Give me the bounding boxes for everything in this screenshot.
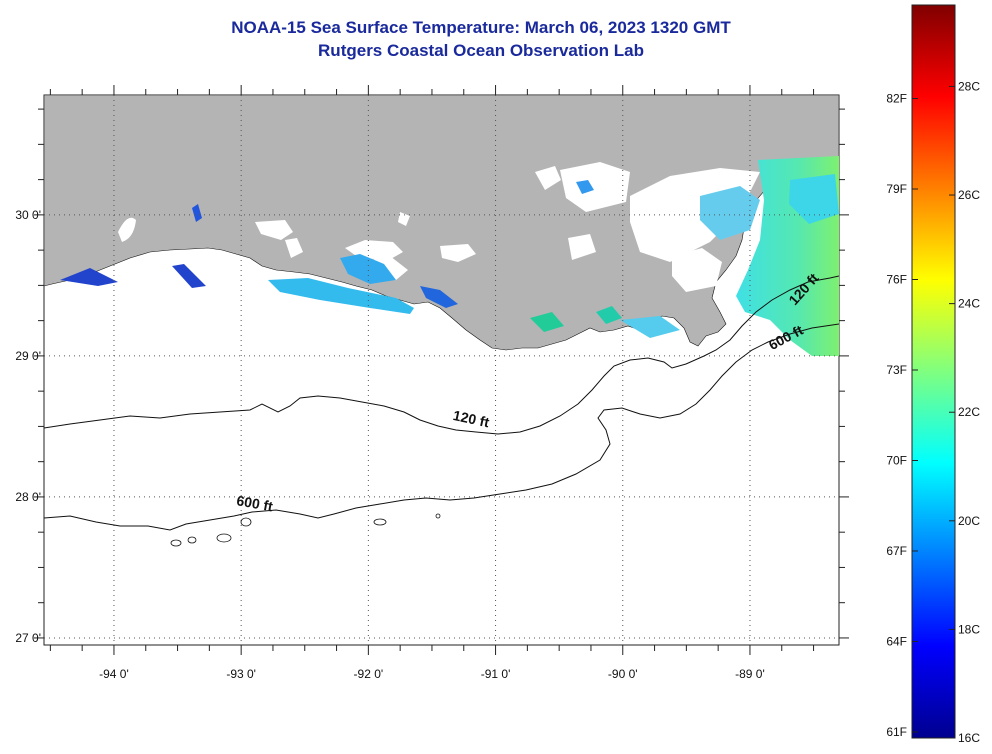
title-line-1: NOAA-15 Sea Surface Temperature: March 0… bbox=[231, 18, 731, 37]
cb-f-label-2: 67F bbox=[886, 544, 907, 558]
land-mass bbox=[44, 95, 839, 351]
contour-label-1: 600 ft bbox=[235, 492, 274, 514]
isobath-120ft bbox=[44, 275, 839, 435]
isobath-600ft bbox=[44, 323, 839, 531]
lon-label-1: -93 0' bbox=[226, 667, 256, 681]
lat-label-0: 30 0' bbox=[15, 208, 41, 222]
cb-c-label-4: 24C bbox=[958, 297, 980, 311]
title-line-2: Rutgers Coastal Ocean Observation Lab bbox=[318, 41, 644, 60]
colorbar-labels: 16C 18C 20C 22C 24C 26C 28C 61F 64F 67F 70F 73F 76F 7… bbox=[886, 79, 980, 745]
lon-label-5: -89 0' bbox=[735, 667, 765, 681]
cb-c-label-3: 22C bbox=[958, 405, 980, 419]
cb-c-label-1: 18C bbox=[958, 622, 980, 636]
axis-ticks bbox=[34, 85, 849, 655]
axis-labels: -94 0' -93 0' -92 0' -91 0' -90 0' -89 0' 30 0… bbox=[15, 208, 764, 681]
cb-f-label-7: 82F bbox=[886, 92, 907, 106]
lon-label-3: -91 0' bbox=[481, 667, 511, 681]
lat-label-2: 28 0' bbox=[15, 490, 41, 504]
cb-f-label-1: 64F bbox=[886, 634, 907, 648]
lat-label-3: 27 0' bbox=[15, 631, 41, 645]
lat-label-1: 29 0' bbox=[15, 349, 41, 363]
map-title: NOAA-15 Sea Surface Temperature: March 0… bbox=[44, 16, 918, 62]
cb-c-label-0: 16C bbox=[958, 731, 980, 745]
cb-f-label-3: 70F bbox=[886, 453, 907, 467]
cb-c-label-6: 28C bbox=[958, 79, 980, 93]
cb-c-label-5: 26C bbox=[958, 188, 980, 202]
colorbar bbox=[911, 4, 956, 739]
cb-f-label-0: 61F bbox=[886, 725, 907, 739]
cb-f-label-6: 79F bbox=[886, 182, 907, 196]
lat-lon-grid bbox=[44, 95, 839, 645]
sst-data bbox=[60, 156, 839, 356]
cb-f-label-5: 76F bbox=[886, 272, 907, 286]
cb-c-label-2: 20C bbox=[958, 514, 980, 528]
contour-label-0: 120 ft bbox=[452, 407, 491, 430]
lon-label-2: -92 0' bbox=[354, 667, 384, 681]
cb-f-label-4: 73F bbox=[886, 363, 907, 377]
isobath-features bbox=[170, 513, 441, 547]
lon-label-0: -94 0' bbox=[99, 667, 129, 681]
lon-label-4: -90 0' bbox=[608, 667, 638, 681]
